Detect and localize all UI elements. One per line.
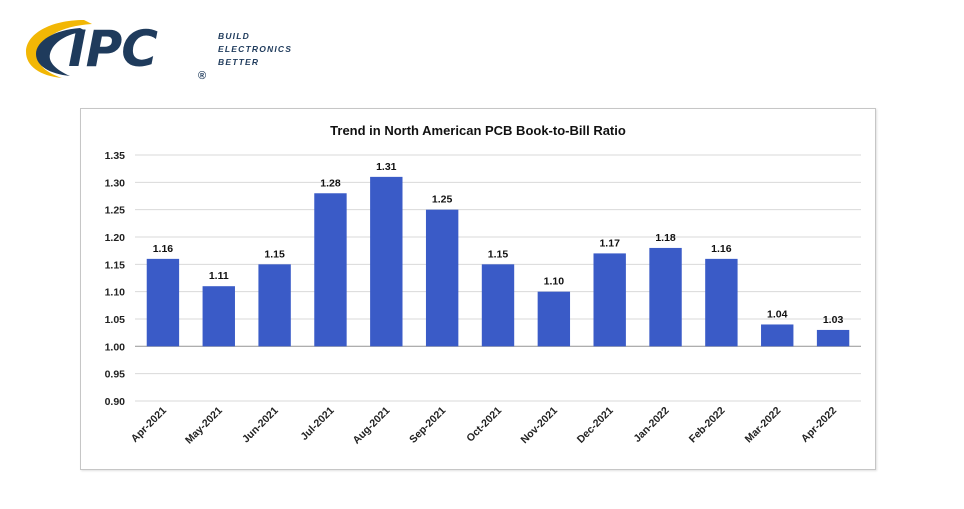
bar (705, 258, 738, 347)
data-label: 1.18 (655, 232, 676, 244)
bar (537, 291, 571, 347)
x-tick-label: Sep-2021 (407, 405, 448, 446)
logo-tagline: BUILD ELECTRONICS BETTER (218, 30, 292, 69)
bar (258, 264, 291, 347)
y-tick-label: 1.10 (105, 287, 126, 299)
y-tick-label: 1.35 (105, 150, 126, 162)
data-label: 1.15 (488, 248, 509, 260)
data-label: 1.03 (823, 314, 844, 326)
x-axis-ticks: Apr-2021 May-2021 Jun-2021 Jul-2021 Aug-2021… (129, 405, 840, 447)
y-tick-label: 1.00 (105, 341, 126, 353)
bar-chart: Trend in North American PCB Book-to-Bill… (105, 123, 861, 447)
data-label: 1.28 (320, 177, 341, 189)
data-label: 1.10 (544, 276, 565, 288)
bar (649, 247, 682, 347)
data-labels: 1.16 1.11 1.15 1.28 1.31 1.25 1.15 1.10 1.17 1.18… (153, 161, 844, 326)
x-tick-label: Oct-2021 (464, 405, 504, 445)
y-tick-label: 1.15 (105, 259, 126, 271)
data-label: 1.31 (376, 161, 397, 173)
y-tick-label: 1.25 (105, 205, 126, 217)
x-tick-label: Jan-2022 (631, 405, 671, 445)
bar (202, 286, 235, 347)
logo-tagline-line: BETTER (218, 57, 260, 67)
data-label: 1.16 (153, 243, 174, 255)
data-label: 1.11 (209, 270, 229, 282)
ipc-logo: IPC ® BUILD ELECTRONICS BETTER (22, 14, 292, 84)
x-tick-label: Apr-2021 (129, 405, 169, 445)
logo-tagline-line: ELECTRONICS (218, 44, 293, 54)
data-label: 1.15 (264, 248, 285, 260)
x-tick-label: Dec-2021 (575, 405, 616, 446)
data-label: 1.17 (599, 237, 620, 249)
data-label: 1.16 (711, 243, 732, 255)
bar (370, 176, 403, 347)
bar (481, 264, 515, 347)
bar (146, 258, 180, 347)
y-axis-ticks: 1.35 1.30 1.25 1.20 1.15 1.10 1.05 1.00 0.95 0.90 (105, 150, 126, 408)
bar (593, 253, 626, 347)
ipc-swoosh-icon (26, 20, 92, 78)
y-tick-label: 0.95 (105, 369, 126, 381)
data-label: 1.04 (767, 308, 788, 320)
chart-container: Trend in North American PCB Book-to-Bill… (80, 108, 876, 470)
x-tick-label: Apr-2022 (799, 405, 839, 445)
y-tick-label: 0.90 (105, 396, 126, 408)
y-tick-label: 1.20 (105, 232, 126, 244)
y-tick-label: 1.05 (105, 314, 126, 326)
y-tick-label: 1.30 (105, 177, 126, 189)
logo-tagline-line: BUILD (218, 31, 250, 41)
chart-title: Trend in North American PCB Book-to-Bill… (330, 123, 626, 138)
x-tick-label: Feb-2022 (687, 405, 728, 446)
bar (816, 329, 850, 347)
logo-wordmark: IPC (68, 20, 158, 78)
logo-registered-mark: ® (198, 70, 207, 82)
x-tick-label: Jul-2021 (298, 405, 336, 443)
x-tick-label: Aug-2021 (351, 405, 393, 447)
bar (425, 209, 459, 347)
x-tick-label: Mar-2022 (743, 405, 784, 446)
bar (314, 193, 347, 347)
bar (761, 324, 794, 347)
x-tick-label: Nov-2021 (518, 405, 560, 447)
bars (146, 176, 850, 347)
x-tick-label: May-2021 (183, 405, 225, 447)
x-tick-label: Jun-2021 (240, 405, 281, 446)
data-label: 1.25 (432, 194, 453, 206)
